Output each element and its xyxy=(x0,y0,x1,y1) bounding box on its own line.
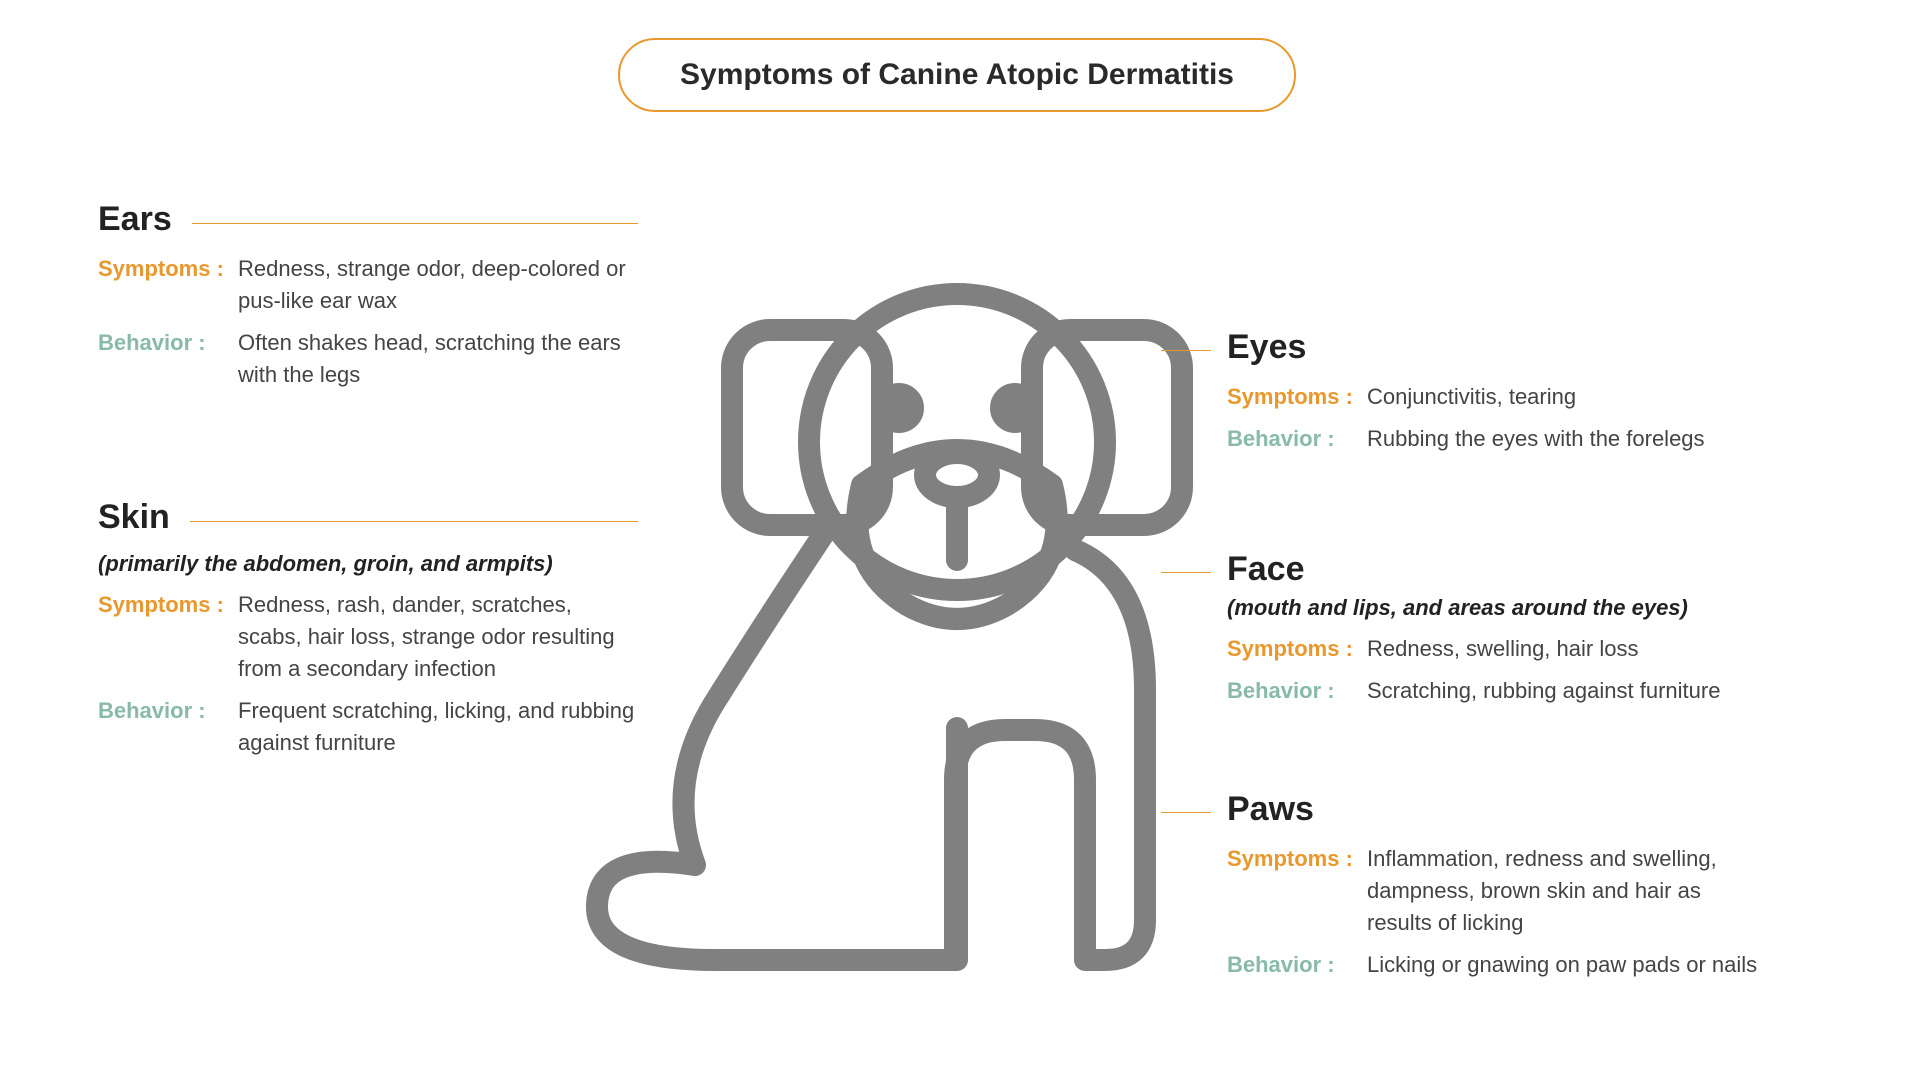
underline xyxy=(192,223,638,224)
behavior-value: Rubbing the eyes with the forelegs xyxy=(1367,423,1767,455)
section-title: Paws xyxy=(1227,790,1314,829)
behavior-value: Licking or gnawing on paw pads or nails xyxy=(1367,949,1767,981)
section-subtitle: (primarily the abdomen, groin, and armpi… xyxy=(98,551,638,577)
section-title: Eyes xyxy=(1227,328,1306,367)
symptoms-value: Conjunctivitis, tearing xyxy=(1367,381,1767,413)
underline xyxy=(190,521,638,522)
section-skin: Skin (primarily the abdomen, groin, and … xyxy=(98,498,638,768)
symptoms-value: Redness, swelling, hair loss xyxy=(1367,633,1767,665)
symptoms-label: Symptoms : xyxy=(1227,843,1367,875)
tick-line xyxy=(1161,812,1211,813)
behavior-label: Behavior : xyxy=(1227,675,1367,707)
symptoms-value: Redness, rash, dander, scratches, scabs,… xyxy=(238,589,638,685)
section-title: Face xyxy=(1227,550,1305,589)
tick-line xyxy=(1161,572,1211,573)
behavior-label: Behavior : xyxy=(98,327,238,359)
symptoms-value: Redness, strange odor, deep-colored or p… xyxy=(238,253,638,317)
section-title: Ears xyxy=(98,200,172,239)
tick-line xyxy=(1161,350,1211,351)
behavior-value: Scratching, rubbing against furniture xyxy=(1367,675,1767,707)
dog-illustration xyxy=(577,280,1337,1010)
symptoms-label: Symptoms : xyxy=(98,589,238,621)
behavior-value: Frequent scratching, licking, and rubbin… xyxy=(238,695,638,759)
symptoms-label: Symptoms : xyxy=(1227,381,1367,413)
section-title: Skin xyxy=(98,498,170,537)
symptoms-value: Inflammation, redness and swelling, damp… xyxy=(1367,843,1767,939)
page-title: Symptoms of Canine Atopic Dermatitis xyxy=(618,38,1296,112)
section-eyes: Eyes Symptoms : Conjunctivitis, tearing … xyxy=(1227,328,1767,465)
behavior-label: Behavior : xyxy=(1227,949,1367,981)
behavior-value: Often shakes head, scratching the ears w… xyxy=(238,327,638,391)
behavior-label: Behavior : xyxy=(98,695,238,727)
section-ears: Ears Symptoms : Redness, strange odor, d… xyxy=(98,200,638,401)
section-face: Face (mouth and lips, and areas around t… xyxy=(1227,550,1767,717)
section-subtitle: (mouth and lips, and areas around the ey… xyxy=(1227,595,1767,621)
behavior-label: Behavior : xyxy=(1227,423,1367,455)
symptoms-label: Symptoms : xyxy=(98,253,238,285)
symptoms-label: Symptoms : xyxy=(1227,633,1367,665)
section-paws: Paws Symptoms : Inflammation, redness an… xyxy=(1227,790,1767,991)
